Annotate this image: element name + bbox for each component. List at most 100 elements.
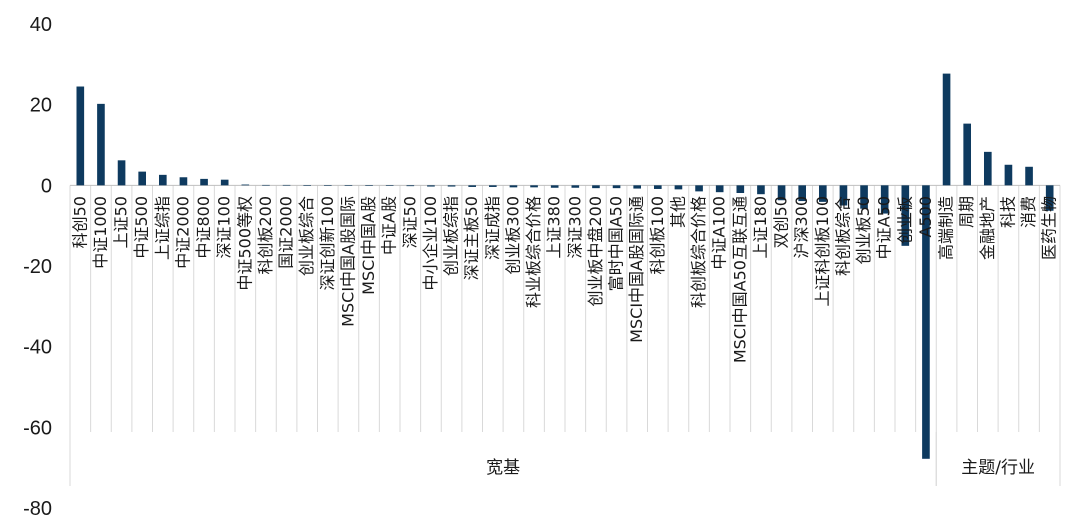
x-tick-label: 中小企业100 [421, 196, 440, 291]
x-tick-label: 深证创新100 [318, 196, 337, 291]
bar-沪深300 [798, 185, 807, 202]
x-tick-label: 医药生物 [1040, 196, 1059, 260]
y-tick-label: 20 [30, 95, 52, 117]
x-tick-label: 中证A100 [710, 196, 729, 270]
x-tick-label: 中证500等权 [235, 196, 254, 291]
bar-其他 [674, 185, 683, 190]
y-axis: 40 20 0 -20 -40 -60 -80 [23, 14, 52, 520]
bar-创业板中盘200 [592, 185, 600, 189]
grid-lines [69, 184, 1061, 486]
x-tick-label: 上证综指 [153, 196, 172, 260]
x-tick-label: 创业板综指 [442, 196, 461, 276]
bar-创业板综合 [303, 185, 312, 186]
x-tick-label: 消费 [1019, 196, 1038, 228]
x-tick-label: MSCI中国A股国际 [338, 196, 357, 327]
bar-金融地产 [983, 151, 992, 186]
y-tick-label: -20 [23, 256, 52, 278]
x-tick-label: 深证主板50 [462, 196, 481, 280]
bar-MSCI中国A股国际 [344, 185, 353, 186]
x-tick-label: 中证A50 [875, 196, 894, 259]
x-tick-label: MSCI中国A50互联互通 [730, 196, 749, 363]
group-label: 主题/行业 [961, 458, 1035, 478]
x-tick-label: 高端制造 [937, 196, 956, 260]
x-tick-label: 深证50 [400, 196, 419, 248]
x-tick-label: 深证300 [565, 196, 584, 259]
bar-中小企业100 [427, 185, 435, 187]
x-tick-label: 科业板综合价格 [524, 196, 543, 308]
bar-上证50 [117, 160, 126, 186]
bar-双创50 [777, 185, 786, 201]
x-tick-label: 创业板综合 [297, 196, 316, 276]
bar-科创板综合 [839, 185, 848, 206]
bars [76, 73, 1054, 459]
bar-中证A50 [880, 185, 889, 214]
x-tick-label: 科创板100 [648, 196, 667, 275]
x-tick-label: 上证380 [545, 196, 564, 259]
x-tick-label: 上证科创板100 [813, 196, 832, 307]
bar-深证成指 [488, 185, 497, 187]
bar-中证A100 [715, 185, 724, 193]
bar-MSCI中国A50互联互通 [736, 185, 745, 193]
bar-中证A股 [385, 185, 394, 186]
bar-深证100 [220, 179, 229, 186]
x-tick-label: 中证A股 [380, 196, 399, 255]
x-tick-label: 创业板 [895, 196, 914, 244]
bar-创业板50 [860, 185, 868, 209]
bar-深证50 [406, 185, 415, 187]
x-tick-label: 双创50 [772, 196, 791, 248]
bar-上证180 [757, 185, 765, 195]
x-tick-label: 科技 [998, 196, 1017, 228]
bar-深证主板50 [468, 185, 477, 187]
x-tick-label: 中证500 [132, 196, 151, 259]
bar-富时中国A50 [612, 185, 621, 189]
bar-上证科创板100 [818, 185, 827, 202]
bar-中证800 [200, 178, 208, 186]
x-tick-label: 富时中国A50 [607, 196, 626, 291]
x-tick-label: 创业板300 [503, 196, 522, 275]
bar-高端制造 [942, 73, 951, 186]
bar-中证1000 [97, 103, 105, 186]
y-tick-label: -40 [23, 337, 52, 359]
x-tick-label: 科创50 [70, 196, 89, 248]
bar-上证380 [550, 185, 559, 188]
y-tick-label: -80 [23, 498, 52, 520]
y-tick-label: 0 [41, 175, 52, 197]
bar-创业板300 [509, 185, 518, 188]
bar-创业板 [901, 185, 910, 246]
x-tick-label: 科创板综合 [833, 196, 852, 276]
bar-中证2000 [179, 177, 188, 186]
bar-科创板100 [653, 185, 662, 189]
x-tick-label: 沪深300 [792, 196, 811, 259]
bar-创业板综指 [447, 185, 456, 187]
x-tick-label: 周期 [957, 196, 976, 228]
x-tick-label: 中证800 [194, 196, 213, 259]
bar-中证500等权 [241, 184, 250, 186]
bar-科业板综合价格 [530, 185, 538, 188]
x-tick-label: MSCI中国A股 [359, 196, 378, 295]
x-tick-label: A500 [916, 196, 935, 237]
x-tick-label: 深证成指 [483, 196, 502, 260]
bar-科创50 [76, 86, 85, 186]
x-tick-label: MSCI中国A股国际通 [627, 196, 646, 343]
bar-A500 [922, 185, 930, 459]
bar-国证2000 [282, 184, 291, 186]
bar-MSCI中国A股国际通 [633, 185, 642, 189]
y-tick-label: 40 [30, 14, 52, 36]
bar-深证创新100 [323, 185, 332, 186]
x-tick-label: 科创板综合价格 [689, 196, 708, 308]
bar-深证300 [571, 185, 580, 188]
bar-科技 [1004, 164, 1013, 186]
y-tick-label: -60 [23, 417, 52, 439]
x-tick-label: 金融地产 [978, 196, 997, 260]
x-axis-labels: 科创50 中证1000 上证50 中证500 上证综指 中证2000 中证800 深证100 中… [70, 196, 1058, 363]
x-tick-label: 创业板50 [854, 196, 873, 264]
bar-医药生物 [1045, 185, 1054, 211]
x-tick-label: 上证180 [751, 196, 770, 259]
bar-科创板综合价格 [695, 185, 703, 192]
group-label: 宽基 [486, 458, 520, 478]
x-tick-label: 创业板中盘200 [586, 196, 605, 307]
bar-上证综指 [158, 174, 167, 186]
x-tick-label: 中证2000 [173, 196, 192, 269]
bar-MSCI中国A股 [365, 185, 373, 186]
